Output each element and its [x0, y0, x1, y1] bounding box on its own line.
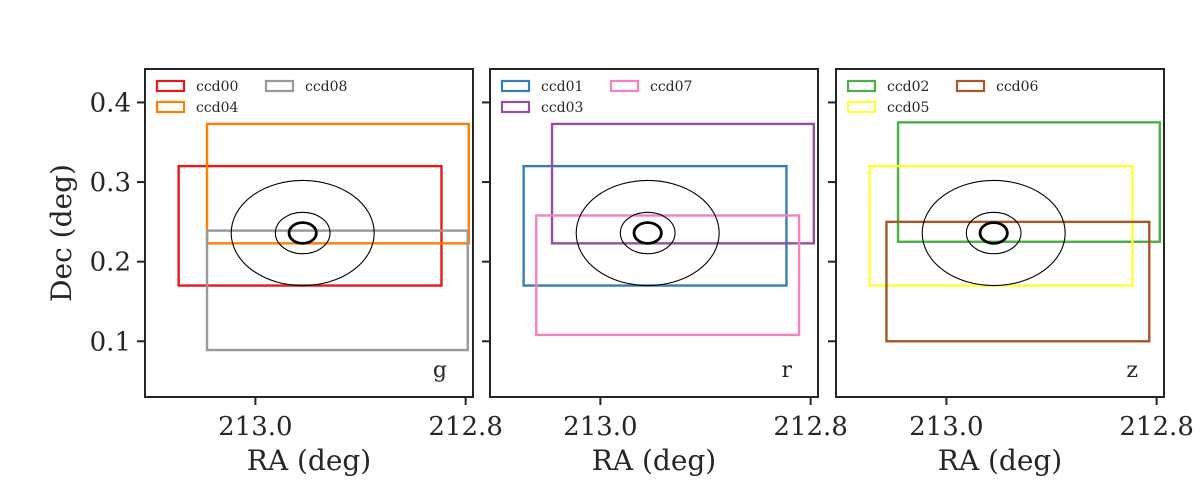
- x-axis-label: RA (deg): [247, 444, 371, 477]
- circle-0: [921, 179, 1066, 287]
- y-tick-label: 0.1: [90, 327, 131, 357]
- legend-swatch-ccd07: [609, 79, 640, 93]
- panels: 213.0 212.8 RA (deg) 0.1 0.2 0.3 0.4 g ccd00 ccd0…: [90, 68, 1194, 477]
- legend-swatch-ccd03: [500, 100, 531, 114]
- y-tick-label: 0.3: [90, 168, 131, 198]
- y-axis-label: Dec (deg): [45, 164, 78, 302]
- legend-label-ccd07: ccd07: [650, 79, 692, 95]
- panel-g: 213.0 212.8 RA (deg) 0.1 0.2 0.3 0.4 g ccd00 ccd0…: [90, 68, 503, 477]
- legend-label-ccd06: ccd06: [996, 79, 1039, 95]
- panel-frame: [835, 68, 1165, 398]
- legend-label-ccd05: ccd05: [887, 100, 929, 116]
- panel-frame: [489, 68, 819, 398]
- ccd06-footprint: [885, 220, 1151, 343]
- band-label: g: [433, 358, 447, 383]
- circle-1: [965, 211, 1022, 255]
- x-axis-label: RA (deg): [938, 444, 1062, 477]
- x-tick-label: 213.0: [909, 412, 983, 442]
- legend-label-ccd08: ccd08: [305, 79, 347, 95]
- circle-0: [575, 179, 720, 287]
- legend-swatch-ccd05: [846, 100, 877, 114]
- y-tick-label: 0.2: [90, 248, 131, 278]
- legend-swatch-ccd00: [155, 79, 186, 93]
- ccd04-footprint: [205, 122, 470, 245]
- legend-label-ccd03: ccd03: [541, 100, 583, 116]
- legend-label-ccd01: ccd01: [541, 79, 583, 95]
- panel-r: 213.0 212.8 RA (deg) r ccd01 ccd03 ccd07: [482, 68, 848, 477]
- ccd03-footprint: [550, 122, 815, 245]
- legend-label-ccd04: ccd04: [196, 100, 239, 116]
- ccd08-footprint: [205, 229, 469, 352]
- ccd02-footprint: [896, 121, 1161, 243]
- circle-2: [632, 221, 663, 245]
- legend-label-ccd02: ccd02: [887, 79, 929, 95]
- x-tick-label: 212.8: [1119, 412, 1193, 442]
- y-tick-label: 0.4: [90, 88, 131, 118]
- x-tick-label: 213.0: [218, 412, 292, 442]
- panel-frame: [144, 68, 474, 398]
- legend-label-ccd00: ccd00: [196, 79, 238, 95]
- band-label: r: [781, 358, 792, 383]
- x-axis-label: RA (deg): [592, 444, 716, 477]
- legend-swatch-ccd02: [846, 79, 877, 93]
- circle-2: [287, 221, 318, 245]
- legend-swatch-ccd08: [264, 79, 295, 93]
- circle-0: [230, 179, 375, 287]
- x-tick-label: 213.0: [563, 412, 637, 442]
- circle-1: [274, 211, 331, 255]
- x-tick-label: 212.8: [773, 412, 847, 442]
- ccd07-footprint: [535, 214, 801, 337]
- x-tick-label: 212.8: [428, 412, 502, 442]
- legend-swatch-ccd06: [955, 79, 986, 93]
- circle-2: [978, 221, 1009, 245]
- legend-swatch-ccd04: [155, 100, 186, 114]
- legend-swatch-ccd01: [500, 79, 531, 93]
- circle-1: [619, 211, 676, 255]
- panel-z: 213.0 212.8 RA (deg) z ccd02 ccd05 ccd06: [828, 68, 1194, 477]
- band-label: z: [1126, 358, 1138, 383]
